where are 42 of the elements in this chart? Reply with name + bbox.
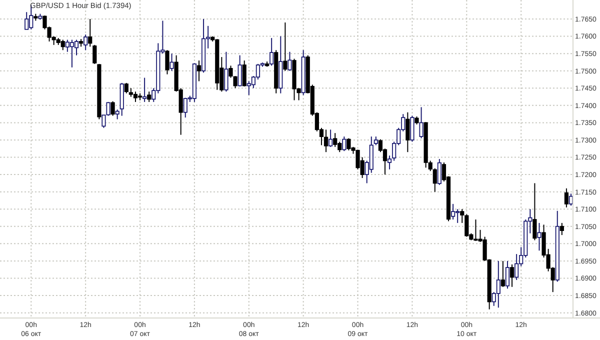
candlestick xyxy=(496,260,500,308)
candlestick xyxy=(84,34,88,51)
candlestick xyxy=(500,260,505,288)
candlestick xyxy=(170,53,174,72)
candlestick xyxy=(115,109,120,120)
candlestick xyxy=(110,100,115,116)
candlestick xyxy=(505,260,510,290)
candlestick xyxy=(514,254,519,280)
candlestick xyxy=(419,106,424,139)
candlestick xyxy=(142,77,147,102)
candlestick xyxy=(324,129,328,153)
candlestick xyxy=(328,129,333,148)
candlestick xyxy=(410,115,414,142)
candlestick xyxy=(537,222,542,252)
candlestick xyxy=(560,222,564,236)
candlestick xyxy=(532,182,537,241)
candlestick xyxy=(288,51,292,72)
candlestick xyxy=(432,168,437,192)
candlestick xyxy=(283,22,288,72)
candlestick xyxy=(238,54,242,87)
candlestick xyxy=(74,39,79,56)
candlestick xyxy=(24,12,29,30)
candlestick xyxy=(70,39,74,68)
candlestick xyxy=(88,18,92,48)
candlestick xyxy=(124,82,128,94)
candlestick xyxy=(270,38,274,66)
candlestick xyxy=(342,136,346,152)
candlestick xyxy=(224,51,228,92)
candlestick xyxy=(147,91,152,102)
candlestick xyxy=(387,155,392,170)
candlestick xyxy=(165,50,170,75)
candlestick xyxy=(450,203,456,220)
candlestick xyxy=(133,91,138,102)
candlestick xyxy=(196,60,202,82)
candlestick xyxy=(406,112,410,153)
candlestick xyxy=(437,158,442,186)
candlestick xyxy=(510,264,514,288)
candlestick xyxy=(333,132,338,148)
candlestick xyxy=(564,188,569,208)
candlestick xyxy=(60,39,65,51)
candlestick xyxy=(242,60,246,87)
candlestick xyxy=(92,44,97,64)
